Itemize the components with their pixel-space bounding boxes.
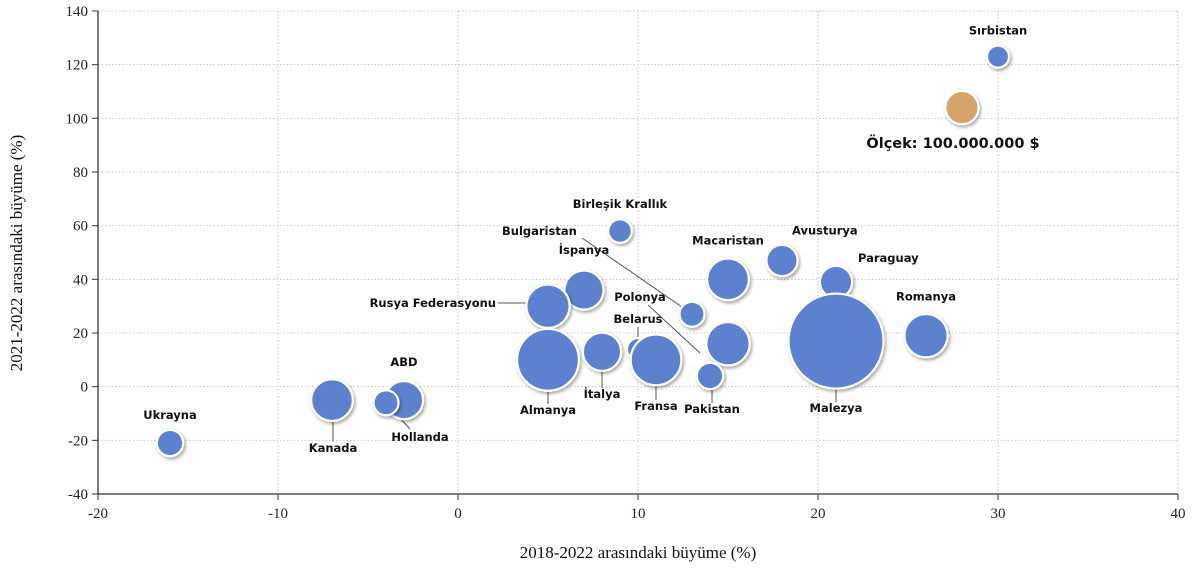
x-tick-label: 30	[991, 506, 1006, 522]
bubble	[607, 218, 633, 244]
x-tick-label: 20	[811, 506, 826, 522]
bubble	[372, 389, 400, 417]
x-tick-label: -10	[268, 506, 288, 522]
bubble	[787, 292, 885, 390]
bubble	[706, 257, 750, 302]
scale-bubble	[944, 89, 980, 126]
bubble-label: Bulgaristan	[502, 224, 577, 238]
bubble-label: Avusturya	[792, 224, 858, 238]
bubble	[525, 283, 571, 329]
bubble	[765, 243, 799, 278]
bubble-label: Belarus	[614, 312, 663, 326]
bubbles	[155, 44, 1011, 458]
bubble	[310, 378, 354, 423]
y-tick-label: 20	[73, 326, 88, 342]
bubble	[903, 312, 949, 359]
scale-label: Ölçek: 100.000.000 $	[866, 134, 1039, 152]
bubble-label: Pakistan	[684, 402, 740, 416]
x-tick-label: 40	[1171, 506, 1186, 522]
y-tick-label: 60	[73, 219, 88, 235]
leader-line	[581, 237, 696, 317]
bubble-label: İtalya	[584, 386, 621, 401]
bubble	[985, 44, 1011, 69]
x-tick-label: -20	[88, 506, 108, 522]
x-tick-label: 0	[454, 506, 462, 522]
y-tick-label: 0	[81, 380, 89, 396]
bubble	[695, 361, 725, 391]
leader-line	[647, 304, 701, 354]
x-axis-title: 2018-2022 arasındaki büyüme (%)	[520, 543, 757, 562]
bubble	[155, 428, 185, 458]
bubble-label: Kanada	[309, 441, 358, 455]
y-tick-label: 140	[66, 4, 89, 20]
bubble-label: Macaristan	[692, 233, 764, 247]
bubble	[629, 333, 683, 387]
bubble-label: Romanya	[896, 290, 956, 304]
bubble-label: Sırbistan	[969, 24, 1027, 38]
y-axis-title: 2021-2022 arasındaki büyüme (%)	[7, 135, 26, 372]
bubble	[516, 327, 580, 392]
grid	[98, 10, 1179, 494]
bubble	[705, 320, 751, 367]
bubble-label: Almanya	[520, 403, 576, 417]
bubble-label: Birleşik Krallık	[573, 197, 668, 211]
bubble-labels: Sırbistan Birleşik Krallık Bulgaristan İspa…	[143, 24, 1039, 455]
y-tick-label: -40	[68, 487, 88, 503]
bubble	[678, 300, 706, 328]
bubble	[581, 331, 623, 372]
bubble-label: Paraguay	[858, 251, 919, 265]
bubble-label: Malezya	[810, 401, 863, 415]
bubble-label: Rusya Federasyonu	[370, 296, 496, 310]
bubble-label: İspanya	[559, 242, 610, 257]
y-tick-label: 120	[66, 58, 89, 74]
bubble-label: Polonya	[614, 290, 666, 304]
bubble-label: Hollanda	[391, 430, 448, 444]
bubble-label: Fransa	[634, 399, 677, 413]
y-tick-label: 80	[73, 165, 88, 181]
y-tick-label: 100	[66, 111, 89, 127]
bubble	[563, 269, 605, 311]
bubble-label: Ukrayna	[143, 408, 197, 422]
axes	[92, 10, 1179, 500]
x-tick-label: 10	[631, 506, 646, 522]
y-tick-label: -20	[68, 433, 88, 449]
y-tick-label: 40	[73, 272, 88, 288]
bubble-label: ABD	[390, 355, 417, 369]
